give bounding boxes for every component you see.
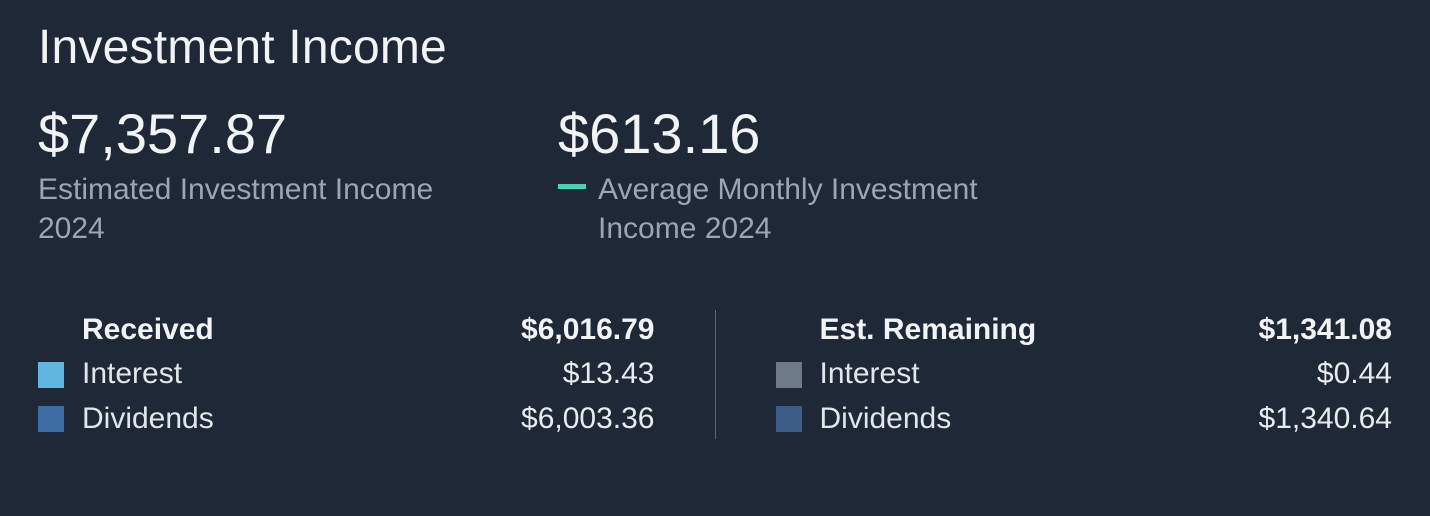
summary-stats-row: $7,357.87 Estimated Investment Income 20… <box>38 105 1392 248</box>
stat-average-value: $613.16 <box>558 105 1058 164</box>
stat-estimated-value: $7,357.87 <box>38 105 498 164</box>
received-dividends-row: Dividends $6,003.36 <box>38 399 655 440</box>
received-dividends-amount: $6,003.36 <box>521 399 654 440</box>
investment-income-panel: Investment Income $7,357.87 Estimated In… <box>0 0 1430 439</box>
swatch-received-interest <box>38 362 64 388</box>
swatch-remaining-dividends <box>776 406 802 432</box>
swatch-received-dividends <box>38 406 64 432</box>
remaining-dividends-amount: $1,340.64 <box>1259 399 1392 440</box>
remaining-interest-label: Interest <box>820 354 920 395</box>
remaining-dividends-label: Dividends <box>820 399 952 440</box>
received-interest-row: Interest $13.43 <box>38 354 655 395</box>
breakdown-section: Received $6,016.79 Interest $13.43 Divid… <box>38 310 1392 440</box>
remaining-interest-row: Interest $0.44 <box>776 354 1393 395</box>
received-interest-amount: $13.43 <box>563 354 655 395</box>
page-title: Investment Income <box>38 20 1392 75</box>
remaining-dividends-row: Dividends $1,340.64 <box>776 399 1393 440</box>
average-indicator-icon <box>558 184 586 189</box>
swatch-remaining-interest <box>776 362 802 388</box>
remaining-title: Est. Remaining <box>820 310 1037 351</box>
breakdown-received: Received $6,016.79 Interest $13.43 Divid… <box>38 310 715 440</box>
received-header-row: Received $6,016.79 <box>38 310 655 351</box>
stat-average-income: $613.16 Average Monthly Investment Incom… <box>558 105 1058 248</box>
stat-estimated-label: Estimated Investment Income 2024 <box>38 170 498 248</box>
received-total: $6,016.79 <box>521 310 654 351</box>
stat-estimated-income: $7,357.87 Estimated Investment Income 20… <box>38 105 498 248</box>
remaining-header-row: Est. Remaining $1,341.08 <box>776 310 1393 351</box>
received-interest-label: Interest <box>82 354 182 395</box>
received-title: Received <box>82 310 214 351</box>
remaining-total: $1,341.08 <box>1259 310 1392 351</box>
stat-average-label: Average Monthly Investment Income 2024 <box>598 170 1058 248</box>
received-dividends-label: Dividends <box>82 399 214 440</box>
breakdown-remaining: Est. Remaining $1,341.08 Interest $0.44 … <box>716 310 1393 440</box>
remaining-interest-amount: $0.44 <box>1317 354 1392 395</box>
